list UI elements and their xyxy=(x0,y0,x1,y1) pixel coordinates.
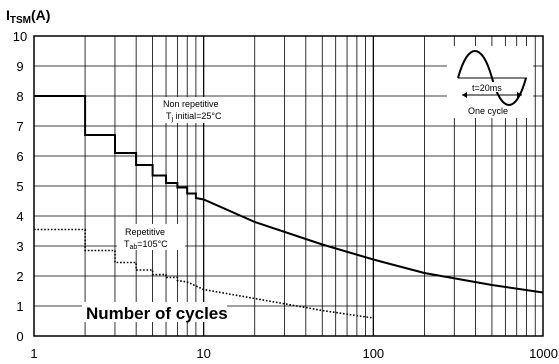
non-repetitive-label: Non repetitive xyxy=(163,99,219,109)
x-axis-label: Number of cycles xyxy=(86,304,228,323)
y-tick-label: 8 xyxy=(16,89,23,104)
time-label: t=20ms xyxy=(472,83,502,93)
period-arrow-right-head xyxy=(517,92,522,98)
x-tick-label: 1000 xyxy=(529,346,558,361)
y-tick-label: 6 xyxy=(16,149,23,164)
plot-frame xyxy=(33,35,544,337)
x-tick-label: 1 xyxy=(30,346,37,361)
x-tick-label: 100 xyxy=(362,346,384,361)
x-axis-label-box xyxy=(82,302,227,322)
x-tick-labels: 1 10 100 1000 xyxy=(30,346,558,361)
grid xyxy=(34,36,543,336)
y-tick-label: 9 xyxy=(16,59,23,74)
series-repetitive-line xyxy=(34,228,374,319)
repetitive-label-box xyxy=(117,224,185,250)
repetitive-condition: Tab=105°C xyxy=(124,239,168,251)
y-tick-label: 5 xyxy=(16,179,23,194)
y-axis-label: ITSM(A) xyxy=(6,7,50,26)
y-tick-labels: 0 1 2 3 4 5 6 7 8 9 10 xyxy=(13,29,27,344)
sine-wave-icon xyxy=(457,50,527,106)
y-tick-label: 10 xyxy=(13,29,27,44)
y-tick-label: 0 xyxy=(16,329,23,344)
period-arrow-left-head xyxy=(462,92,467,98)
waveform-inset: t=20ms One cycle xyxy=(447,46,533,118)
y-tick-label: 1 xyxy=(16,299,23,314)
non-repetitive-condition: Tj initial=25°C xyxy=(166,111,222,123)
repetitive-label: Repetitive xyxy=(125,227,165,237)
cycle-label: One cycle xyxy=(468,106,508,116)
series-non-repetitive-line xyxy=(34,95,544,294)
non-repetitive-label-box xyxy=(157,97,246,123)
y-tick-label: 3 xyxy=(16,239,23,254)
time-label-box xyxy=(470,82,514,92)
x-tick-label: 10 xyxy=(196,346,210,361)
y-tick-label: 4 xyxy=(16,209,23,224)
y-tick-label: 2 xyxy=(16,269,23,284)
y-tick-label: 7 xyxy=(16,119,23,134)
